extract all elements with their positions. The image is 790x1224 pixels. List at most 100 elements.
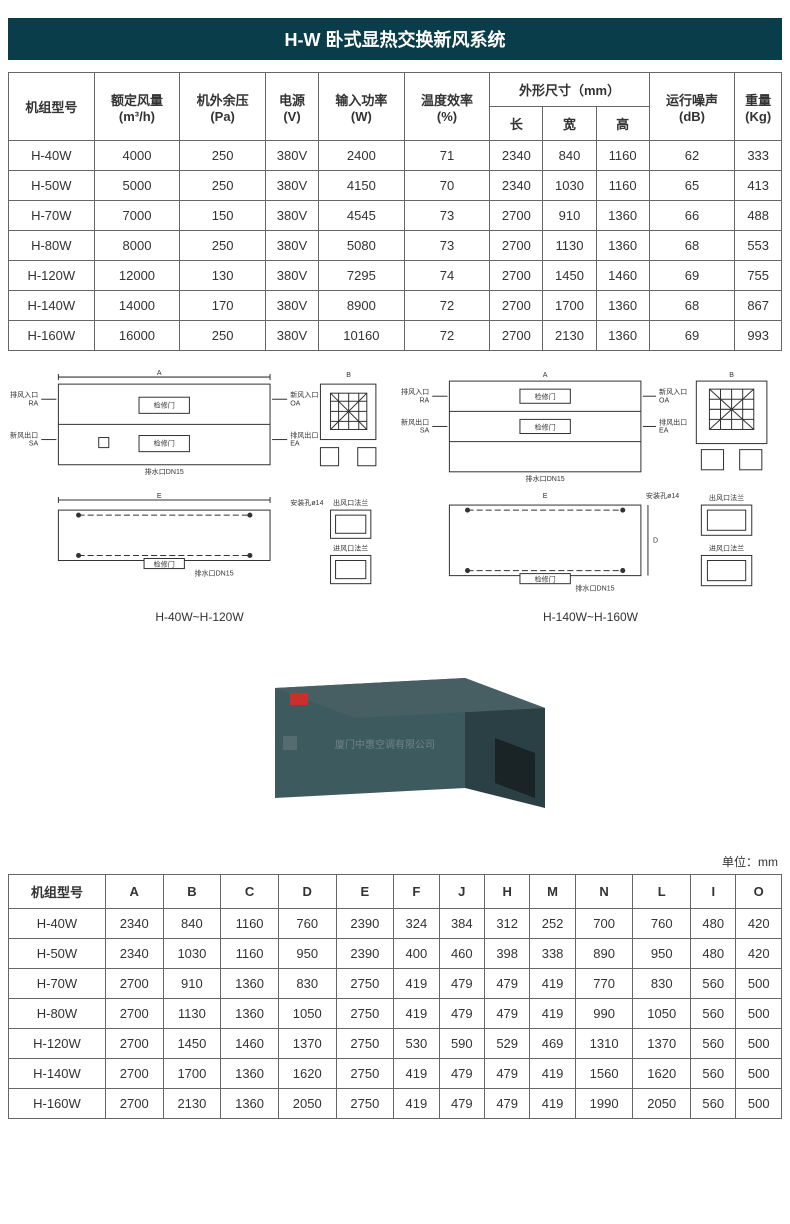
cell: 910	[163, 968, 221, 998]
cell: 1700	[543, 291, 596, 321]
cell: 1360	[221, 1088, 279, 1118]
svg-text:排风入口: 排风入口	[401, 387, 429, 396]
cell: 1370	[633, 1028, 691, 1058]
cell: 312	[484, 908, 529, 938]
cell: 560	[691, 1028, 736, 1058]
cell: 250	[180, 321, 266, 351]
cell: 950	[633, 938, 691, 968]
cell: 1360	[221, 968, 279, 998]
cell: 2750	[336, 968, 394, 998]
svg-text:OA: OA	[659, 397, 669, 404]
svg-text:排风出口: 排风出口	[659, 417, 687, 426]
cell: H-120W	[9, 1028, 106, 1058]
svg-text:排水口DN15: 排水口DN15	[575, 584, 614, 593]
cell: 1360	[596, 231, 649, 261]
table-row: H-140W14000170380V8900722700170013606886…	[9, 291, 782, 321]
cell: 380V	[265, 141, 318, 171]
cell: 1360	[221, 1058, 279, 1088]
cell: 2130	[543, 321, 596, 351]
cell: 71	[404, 141, 490, 171]
dim-table: 机组型号ABCDEFJHMNLIO H-40W23408401160760239…	[8, 874, 782, 1119]
svg-text:排风出口: 排风出口	[290, 431, 318, 440]
cell: 993	[735, 321, 782, 351]
cell: 2700	[490, 291, 543, 321]
svg-text:安装孔ø14: 安装孔ø14	[290, 498, 323, 507]
cell: 1360	[596, 201, 649, 231]
cell: 380V	[265, 231, 318, 261]
dim-header: L	[633, 874, 691, 908]
cell: 66	[649, 201, 735, 231]
cell: 1030	[543, 171, 596, 201]
cell: H-160W	[9, 321, 95, 351]
spec-header: 重量(Kg)	[735, 73, 782, 141]
cell: 4150	[319, 171, 405, 201]
cell: 755	[735, 261, 782, 291]
cell: 950	[278, 938, 336, 968]
svg-text:RA: RA	[419, 397, 429, 404]
cell: 413	[735, 171, 782, 201]
spec-header: 电源(V)	[265, 73, 318, 141]
cell: 2700	[105, 998, 163, 1028]
svg-text:B: B	[729, 372, 734, 379]
cell: 2130	[163, 1088, 221, 1118]
spec-header: 机组型号	[9, 73, 95, 141]
svg-text:B: B	[346, 372, 351, 379]
svg-text:SA: SA	[29, 441, 39, 448]
cell: 2390	[336, 938, 394, 968]
spec-subheader: 高	[596, 107, 649, 141]
dim-header: H	[484, 874, 529, 908]
diagram-right-label: H-140W~H-160W	[399, 610, 782, 624]
cell: 553	[735, 231, 782, 261]
cell: 488	[735, 201, 782, 231]
cell: 1030	[163, 938, 221, 968]
cell: 479	[439, 998, 484, 1028]
svg-text:A: A	[157, 370, 162, 377]
cell: 1160	[221, 938, 279, 968]
svg-text:检修门: 检修门	[535, 422, 556, 431]
dim-header: E	[336, 874, 394, 908]
unit-label: 单位：mm	[0, 853, 778, 870]
cell: 2750	[336, 998, 394, 1028]
cell: 68	[649, 291, 735, 321]
cell: 252	[530, 908, 575, 938]
cell: 400	[394, 938, 439, 968]
svg-text:EA: EA	[659, 427, 669, 434]
spec-header: 温度效率(%)	[404, 73, 490, 141]
svg-text:排水口DN15: 排水口DN15	[145, 467, 184, 476]
table-row: H-120W12000130380V7295742700145014606975…	[9, 261, 782, 291]
cell: 1130	[543, 231, 596, 261]
cell: H-140W	[9, 291, 95, 321]
table-row: H-120W2700145014601370275053059052946913…	[9, 1028, 782, 1058]
cell: 2340	[105, 908, 163, 938]
cell: 1700	[163, 1058, 221, 1088]
cell: 2700	[490, 321, 543, 351]
svg-text:排风入口: 排风入口	[10, 390, 38, 399]
cell: 73	[404, 231, 490, 261]
cell: 840	[543, 141, 596, 171]
cell: H-50W	[9, 171, 95, 201]
dim-header: C	[221, 874, 279, 908]
cell: 529	[484, 1028, 529, 1058]
cell: 420	[736, 938, 782, 968]
spec-header: 运行噪声(dB)	[649, 73, 735, 141]
cell: 1460	[221, 1028, 279, 1058]
svg-text:RA: RA	[28, 400, 38, 407]
cell: 250	[180, 141, 266, 171]
cell: 700	[575, 908, 633, 938]
cell: 65	[649, 171, 735, 201]
table-row: H-140W2700170013601620275041947947941915…	[9, 1058, 782, 1088]
cell: 333	[735, 141, 782, 171]
table-row: H-40W23408401160760239032438431225270076…	[9, 908, 782, 938]
dim-header: B	[163, 874, 221, 908]
cell: 4000	[94, 141, 180, 171]
svg-text:E: E	[157, 493, 162, 500]
cell: 419	[530, 998, 575, 1028]
cell: 770	[575, 968, 633, 998]
cell: 1620	[278, 1058, 336, 1088]
spec-header: 机外余压(Pa)	[180, 73, 266, 141]
cell: 560	[691, 1088, 736, 1118]
cell: 150	[180, 201, 266, 231]
cell: 130	[180, 261, 266, 291]
svg-text:检修门: 检修门	[535, 575, 556, 584]
cell: 1990	[575, 1088, 633, 1118]
